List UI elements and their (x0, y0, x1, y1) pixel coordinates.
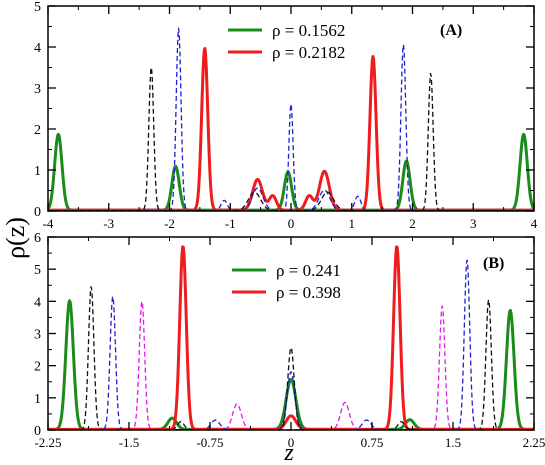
panel-b-legend-label-0: ρ = 0.241 (276, 261, 341, 280)
panel-a-xtick-label-8: 4 (531, 216, 538, 231)
panel-b-ytick-label-0: 0 (34, 424, 41, 439)
x-axis-label: z (283, 440, 294, 465)
panel-b-ytick-label-5: 5 (34, 263, 41, 278)
panel-b-ytick-label-3: 3 (34, 328, 41, 343)
panel-a-ytick-label-4: 4 (34, 41, 41, 56)
panel-b-ytick-label-1: 1 (34, 392, 41, 407)
panel-b-legend-label-1: ρ = 0.398 (276, 283, 341, 302)
panel-a-ytick-label-0: 0 (34, 205, 41, 220)
panel-a-series-0-line (48, 132, 534, 211)
panel-b-xtick-label-0: -2.25 (34, 435, 61, 450)
panel-a-xtick-label-1: -3 (103, 216, 114, 231)
panel-b-legend: ρ = 0.241 ρ = 0.398 (232, 261, 341, 302)
panel-a-xtick-label-4: 0 (288, 216, 295, 231)
panel-b-frame (47, 236, 535, 431)
panel-a-legend-label-0: ρ = 0.1562 (272, 21, 345, 40)
panel-b-series-2-line (48, 300, 534, 430)
panel-a-legend-label-1: ρ = 0.2182 (272, 43, 345, 62)
panel-a-xtick-label-7: 3 (470, 216, 477, 231)
panel-a-xtick-label-5: 1 (349, 216, 356, 231)
panel-a-ytick-label-5: 5 (34, 0, 41, 15)
panel-a-legend: ρ = 0.1562 ρ = 0.2182 (228, 21, 345, 62)
y-axis-label: ρ(z) (1, 217, 30, 259)
panel-a-xtick-label-2: -2 (164, 216, 175, 231)
panel-b-xtick-label-1: -1.5 (119, 435, 140, 450)
panel-b-xtick-label-5: 1.5 (445, 435, 461, 450)
panel-b-ytick-label-6: 6 (34, 231, 41, 246)
panel-b-ytick-label-2: 2 (34, 360, 41, 375)
panel-b-ticks: -2.25 -1.5 -0.75 0 0.75 1.5 2.25 0 1 2 3 4 5 6 (34, 231, 545, 450)
panel-a-frame (47, 5, 535, 212)
panel-a-ytick-label-2: 2 (34, 123, 41, 138)
panel-b-ytick-label-4: 4 (34, 295, 41, 310)
panel-b-series-0-line (48, 299, 534, 430)
panel-b-xtick-label-4: 0.75 (361, 435, 384, 450)
panel-a-xtick-label-3: -1 (225, 216, 236, 231)
panel-a-label: (A) (440, 22, 462, 39)
panel-b-series-4-line (48, 286, 534, 430)
panel-a-xtick-label-6: 2 (409, 216, 416, 231)
panel-b: -2.25 -1.5 -0.75 0 0.75 1.5 2.25 0 1 2 3 4 5 6 (B) ρ … (34, 231, 545, 450)
panel-b-xtick-label-6: 2.25 (523, 435, 545, 450)
panel-b-xtick-label-3: 0 (288, 435, 295, 450)
panel-b-xtick-label-2: -0.75 (196, 435, 223, 450)
panel-a-xtick-label-0: -4 (43, 216, 54, 231)
panel-b-label: (B) (483, 255, 504, 272)
panel-a-ytick-label-1: 1 (34, 164, 41, 179)
panel-a-ytick-label-3: 3 (34, 82, 41, 97)
